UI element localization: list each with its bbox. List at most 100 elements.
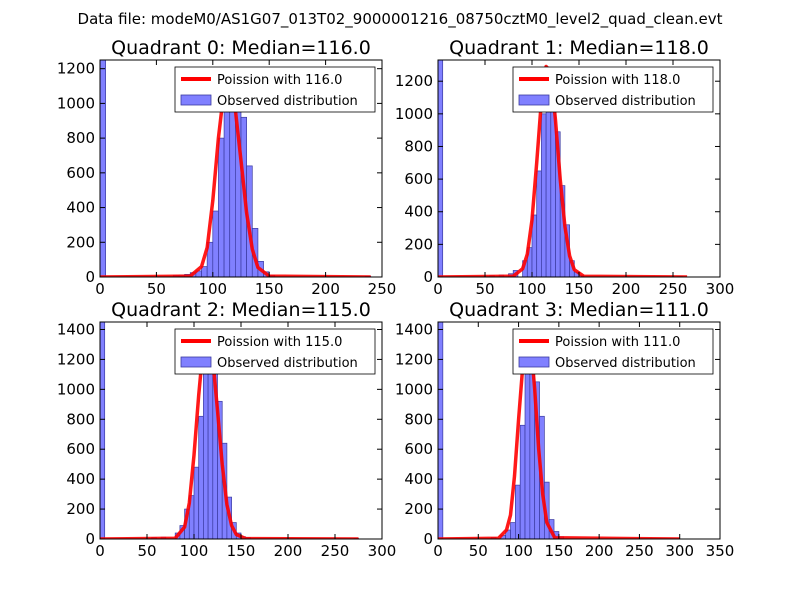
x-tick-label: 0 bbox=[433, 280, 443, 298]
histogram-bar bbox=[198, 415, 204, 539]
histogram-bar bbox=[524, 360, 531, 539]
y-tick-label: 1000 bbox=[57, 380, 95, 398]
x-tick-label: 50 bbox=[469, 542, 488, 560]
y-tick-label: 200 bbox=[404, 500, 433, 518]
y-tick-label: 1200 bbox=[395, 72, 433, 90]
quadrant-2-title: Quadrant 2: Median=115.0 bbox=[111, 299, 371, 321]
histogram-bar bbox=[193, 466, 200, 539]
y-tick-label: 1200 bbox=[57, 350, 95, 368]
x-tick-label: 100 bbox=[198, 280, 227, 298]
quadrant-1-title: Quadrant 1: Median=118.0 bbox=[449, 37, 709, 59]
x-tick-label: 50 bbox=[147, 280, 166, 298]
histogram-bar bbox=[438, 60, 444, 277]
histogram-bar bbox=[536, 170, 542, 277]
x-tick-label: 0 bbox=[95, 280, 105, 298]
y-tick-label: 400 bbox=[404, 203, 433, 221]
y-tick-label: 800 bbox=[404, 137, 433, 155]
histogram-bar bbox=[541, 113, 547, 277]
y-tick-label: 1400 bbox=[395, 320, 433, 338]
x-tick-label: 150 bbox=[255, 280, 284, 298]
y-tick-label: 0 bbox=[85, 530, 95, 548]
y-tick-label: 400 bbox=[66, 199, 95, 217]
x-tick-label: 300 bbox=[368, 542, 397, 560]
legend-poisson-label: Poission with 118.0 bbox=[555, 73, 680, 88]
y-tick-label: 600 bbox=[404, 170, 433, 188]
legend-poisson-label: Poission with 111.0 bbox=[555, 335, 680, 350]
y-tick-label: 1000 bbox=[395, 105, 433, 123]
legend-bar-swatch bbox=[180, 94, 212, 106]
x-tick-label: 0 bbox=[433, 542, 443, 560]
legend-bar-swatch bbox=[518, 94, 550, 106]
y-tick-label: 400 bbox=[404, 470, 433, 488]
legend-poisson-label: Poission with 116.0 bbox=[217, 73, 342, 88]
x-tick-label: 350 bbox=[706, 542, 735, 560]
quadrant-0-plot-area bbox=[100, 60, 372, 277]
legend-bar-swatch bbox=[518, 356, 550, 368]
x-tick-label: 250 bbox=[321, 542, 350, 560]
x-tick-label: 50 bbox=[475, 280, 494, 298]
histogram-bar bbox=[519, 424, 526, 539]
y-tick-label: 1000 bbox=[395, 380, 433, 398]
x-tick-label: 200 bbox=[585, 542, 614, 560]
histogram-bar bbox=[218, 137, 225, 277]
y-tick-label: 600 bbox=[404, 440, 433, 458]
x-tick-label: 300 bbox=[706, 280, 735, 298]
figure-suptitle: Data file: modeM0/AS1G07_013T02_90000012… bbox=[78, 10, 723, 29]
x-tick-label: 100 bbox=[518, 280, 547, 298]
y-tick-label: 600 bbox=[66, 164, 95, 182]
y-tick-label: 0 bbox=[85, 268, 95, 286]
y-tick-label: 1400 bbox=[57, 320, 95, 338]
histogram-bar bbox=[438, 322, 444, 539]
legend-bar-swatch bbox=[180, 356, 212, 368]
quadrant-2-legend: Poission with 115.0 Observed distribution bbox=[174, 328, 376, 375]
quadrant-0-panel: Quadrant 0: Median=116.0 0 50 100 150 200 250 0… bbox=[57, 37, 397, 298]
x-tick-label: 250 bbox=[625, 542, 654, 560]
y-tick-label: 800 bbox=[404, 410, 433, 428]
x-tick-label: 0 bbox=[95, 542, 105, 560]
quadrant-1-legend: Poission with 118.0 Observed distribution bbox=[512, 66, 714, 113]
legend-observed-label: Observed distribution bbox=[555, 356, 696, 371]
y-tick-label: 200 bbox=[66, 233, 95, 251]
y-tick-label: 800 bbox=[66, 129, 95, 147]
quadrant-0-legend: Poission with 116.0 Observed distribution bbox=[174, 66, 376, 113]
y-tick-label: 0 bbox=[423, 530, 433, 548]
x-tick-label: 150 bbox=[545, 542, 574, 560]
quadrant-1-plot-area bbox=[438, 60, 688, 277]
y-tick-label: 800 bbox=[66, 410, 95, 428]
y-tick-label: 600 bbox=[66, 440, 95, 458]
quadrant-3-title: Quadrant 3: Median=111.0 bbox=[449, 299, 709, 321]
histogram-bar bbox=[203, 365, 209, 539]
histogram-bar bbox=[510, 522, 516, 539]
x-tick-label: 100 bbox=[180, 542, 209, 560]
axes-frame bbox=[99, 59, 383, 278]
legend-poisson-label: Poission with 115.0 bbox=[217, 335, 342, 350]
y-tick-label: 200 bbox=[66, 500, 95, 518]
x-tick-label: 150 bbox=[227, 542, 256, 560]
x-tick-label: 200 bbox=[274, 542, 303, 560]
x-tick-label: 200 bbox=[311, 280, 340, 298]
histogram-bar bbox=[100, 60, 106, 277]
quadrant-0-title: Quadrant 0: Median=116.0 bbox=[111, 37, 371, 59]
quadrant-2-panel: Quadrant 2: Median=115.0 0 50 100 150 200 250 3… bbox=[57, 299, 397, 560]
histogram-bar bbox=[100, 322, 106, 539]
x-tick-label: 50 bbox=[137, 542, 156, 560]
x-tick-label: 100 bbox=[504, 542, 533, 560]
y-tick-label: 0 bbox=[423, 268, 433, 286]
histogram-bar bbox=[514, 484, 521, 539]
x-tick-label: 300 bbox=[665, 542, 694, 560]
axes-frame bbox=[437, 321, 721, 540]
x-tick-label: 150 bbox=[565, 280, 594, 298]
quadrant-3-legend: Poission with 111.0 Observed distribution bbox=[512, 328, 714, 375]
legend-observed-label: Observed distribution bbox=[217, 356, 358, 371]
histogram-bar bbox=[223, 103, 231, 277]
x-tick-label: 250 bbox=[368, 280, 397, 298]
quadrant-1-panel: Quadrant 1: Median=118.0 0 50 100 150 200 250 3… bbox=[395, 37, 735, 298]
y-tick-label: 200 bbox=[404, 235, 433, 253]
y-tick-label: 1000 bbox=[57, 94, 95, 112]
histogram-bar bbox=[212, 210, 219, 277]
x-tick-label: 200 bbox=[612, 280, 641, 298]
x-tick-label: 250 bbox=[659, 280, 688, 298]
y-tick-label: 1200 bbox=[57, 60, 95, 78]
y-tick-label: 1200 bbox=[395, 350, 433, 368]
